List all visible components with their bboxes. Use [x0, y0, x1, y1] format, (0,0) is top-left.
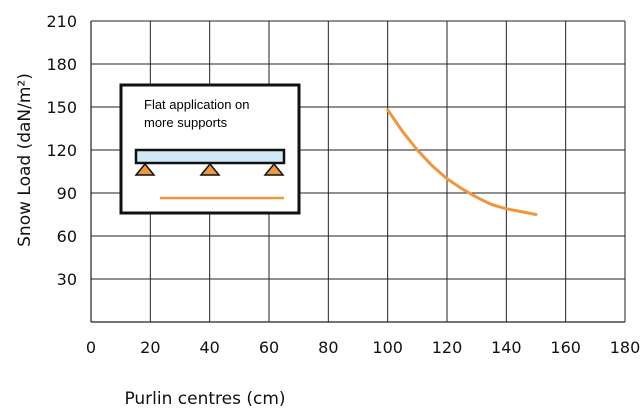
legend-box: Flat application on more supports: [119, 83, 301, 215]
x-tick-label: 80: [318, 338, 338, 357]
y-tick-label: 90: [57, 184, 77, 203]
y-axis-title: Snow Load (daN/m²): [15, 73, 35, 247]
y-tick-label: 180: [46, 55, 77, 74]
x-tick-labels: 0 20 40 60 80 100 120 140 160 180: [86, 338, 640, 357]
x-tick-label: 0: [86, 338, 96, 357]
y-tick-label: 120: [46, 141, 77, 160]
beam-illustration: [134, 148, 286, 165]
y-tick-label: 30: [57, 270, 77, 289]
x-tick-label: 40: [199, 338, 219, 357]
support-triangle: [199, 162, 221, 176]
axes: [90, 21, 625, 323]
support-triangle: [134, 162, 156, 176]
x-tick-label: 180: [610, 338, 641, 357]
x-tick-label: 100: [372, 338, 403, 357]
series-line: [386, 108, 538, 216]
x-tick-label: 120: [432, 338, 463, 357]
y-tick-label: 210: [46, 12, 77, 31]
x-axis-title: Purlin centres (cm): [124, 389, 285, 409]
support-triangle: [263, 162, 285, 176]
y-tick-label: 150: [46, 98, 77, 117]
legend-text-line-1: Flat application on: [144, 97, 250, 112]
y-tick-label: 60: [57, 227, 77, 246]
x-tick-label: 140: [491, 338, 522, 357]
y-tick-labels: 30 60 90 120 150 180 210: [46, 12, 77, 289]
x-tick-label: 60: [259, 338, 279, 357]
x-tick-label: 20: [140, 338, 160, 357]
series-group: [386, 108, 538, 216]
supports: [134, 162, 285, 176]
legend-text-line-2: more supports: [144, 115, 228, 130]
x-tick-label: 160: [550, 338, 581, 357]
